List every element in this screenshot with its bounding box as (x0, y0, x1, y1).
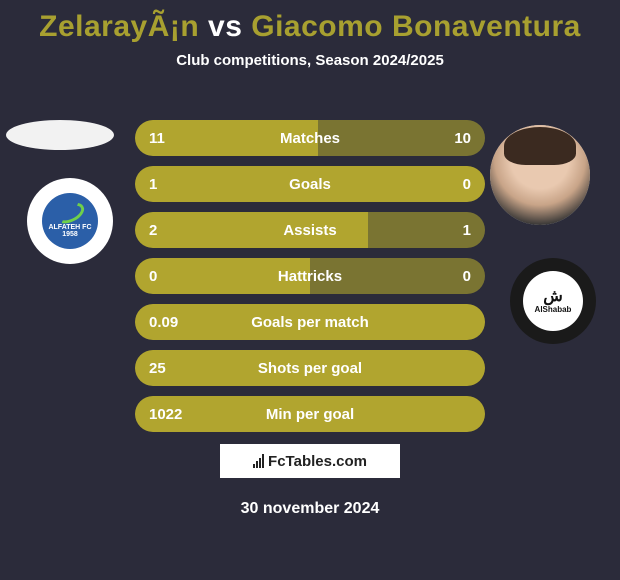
player2-face (490, 125, 590, 225)
club1-name: ALFATEH FC (48, 224, 91, 231)
club1-year: 1958 (62, 231, 78, 238)
footer-site-suffix: Tables.com (286, 453, 367, 470)
title-vs: vs (208, 10, 242, 43)
stat-label: Goals (135, 176, 485, 193)
club2-badge-inner: ش AlShabab (523, 271, 583, 331)
player1-avatar (6, 120, 114, 150)
club1-badge: ALFATEH FC 1958 (27, 178, 113, 264)
footer-date: 30 november 2024 (0, 500, 620, 518)
stat-row: 2Assists1 (135, 212, 485, 248)
club2-mark-icon: ش (543, 289, 563, 305)
club2-badge: ش AlShabab (510, 258, 596, 344)
title-player2: Giacomo Bonaventura (251, 10, 581, 43)
stat-row: 11Matches10 (135, 120, 485, 156)
title-player1: ZelarayÃ¡n (39, 10, 199, 43)
stat-label: Hattricks (135, 268, 485, 285)
stat-label: Assists (135, 222, 485, 239)
footer-site-logo: FcTables.com (220, 444, 400, 478)
stat-row: 1Goals0 (135, 166, 485, 202)
club1-badge-inner: ALFATEH FC 1958 (42, 193, 98, 249)
stat-row: 0Hattricks0 (135, 258, 485, 294)
stat-value-right: 0 (463, 268, 471, 285)
player2-hair (504, 127, 576, 165)
stat-label: Min per goal (135, 406, 485, 423)
footer-site-prefix: Fc (268, 453, 286, 470)
club2-name: AlShabab (535, 305, 572, 314)
bars-icon (253, 454, 264, 468)
stat-label: Goals per match (135, 314, 485, 331)
stat-label: Shots per goal (135, 360, 485, 377)
stat-row: 25Shots per goal (135, 350, 485, 386)
stat-row: 0.09Goals per match (135, 304, 485, 340)
stat-row: 1022Min per goal (135, 396, 485, 432)
comparison-title: ZelarayÃ¡n vs Giacomo Bonaventura (0, 0, 620, 44)
stat-value-right: 0 (463, 176, 471, 193)
stat-value-right: 1 (463, 222, 471, 239)
stat-label: Matches (135, 130, 485, 147)
stats-container: 11Matches101Goals02Assists10Hattricks00.… (135, 120, 485, 442)
stat-value-right: 10 (454, 130, 471, 147)
comparison-subtitle: Club competitions, Season 2024/2025 (0, 52, 620, 69)
player2-avatar (490, 125, 590, 225)
